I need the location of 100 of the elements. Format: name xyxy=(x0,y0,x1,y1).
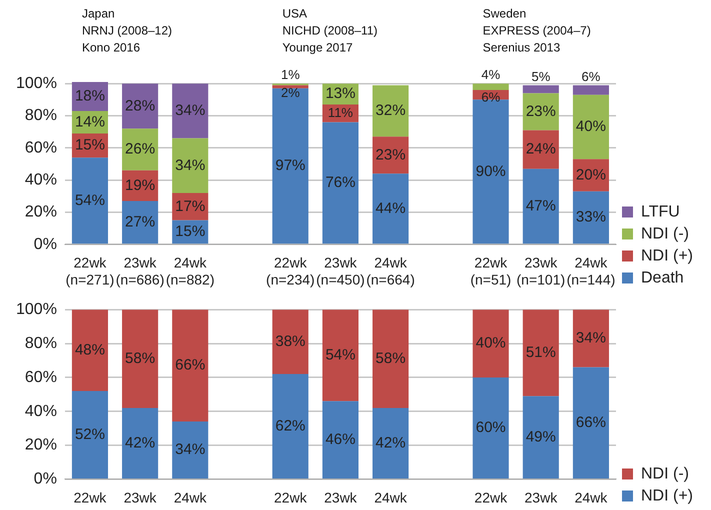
bar xyxy=(472,377,509,478)
data-label: 40% xyxy=(476,334,506,352)
data-label: 24% xyxy=(526,140,556,158)
data-label: 40% xyxy=(576,118,606,136)
x-tick-label: 24wk (n=882) xyxy=(166,254,214,288)
data-label: 46% xyxy=(325,430,356,448)
data-label: 33% xyxy=(576,208,606,226)
x-tick-label: 23wk (n=101) xyxy=(516,254,566,288)
bar xyxy=(172,310,208,422)
data-label: 15% xyxy=(175,223,206,240)
bar xyxy=(272,374,308,478)
data-label: 23% xyxy=(376,146,406,164)
data-label: 97% xyxy=(275,157,306,174)
legend-label: Death xyxy=(641,269,684,286)
bar xyxy=(522,130,559,169)
x-tick-label: 23wk xyxy=(124,489,158,506)
bar xyxy=(572,94,609,160)
y-tick-label: 40% xyxy=(24,171,57,188)
data-label: 51% xyxy=(526,344,556,361)
data-label: 26% xyxy=(125,140,156,158)
data-label: 20% xyxy=(576,166,606,184)
data-label: 47% xyxy=(526,197,556,214)
data-label: 4% xyxy=(481,67,501,82)
data-label: 2% xyxy=(280,84,300,100)
data-label: 15% xyxy=(74,136,105,154)
y-tick-label: 20% xyxy=(24,436,57,454)
bar xyxy=(572,85,609,95)
bar xyxy=(322,122,358,244)
bar xyxy=(122,128,158,170)
legend-label: NDI (+) xyxy=(641,247,693,264)
data-label: 34% xyxy=(175,441,206,458)
y-tick-label: 100% xyxy=(16,301,57,318)
data-label: 13% xyxy=(325,85,356,102)
data-label: 28% xyxy=(125,97,156,114)
x-tick-label: 22wk (n=51) xyxy=(470,254,512,288)
y-tick-label: 40% xyxy=(24,402,57,420)
y-tick-label: 0% xyxy=(34,236,57,253)
bar xyxy=(572,310,609,368)
x-tick-label: 24wk (n=144) xyxy=(566,254,616,288)
data-label: 54% xyxy=(74,192,105,209)
bar xyxy=(172,84,208,138)
data-label: 60% xyxy=(476,419,506,436)
bar xyxy=(372,85,409,137)
data-label: 11% xyxy=(328,104,354,120)
data-label: 58% xyxy=(376,350,406,367)
legend-label: NDI (-) xyxy=(641,225,689,242)
bar xyxy=(122,408,158,478)
bar xyxy=(172,138,208,193)
bar xyxy=(322,401,358,478)
bar xyxy=(72,391,108,478)
x-tick-label: 23wk xyxy=(324,489,358,506)
data-label: 66% xyxy=(576,414,606,431)
y-tick-label: 80% xyxy=(24,107,57,124)
data-label: 14% xyxy=(74,113,105,130)
y-tick-label: 60% xyxy=(24,368,57,386)
bar xyxy=(372,310,409,408)
data-label: 42% xyxy=(376,434,406,452)
data-label: 38% xyxy=(275,332,306,350)
data-label: 34% xyxy=(175,102,206,120)
data-label: 76% xyxy=(325,174,356,192)
x-tick-label: 24wk xyxy=(574,489,608,506)
bar xyxy=(72,310,108,392)
bar xyxy=(472,310,509,378)
x-tick-label: 23wk (n=686) xyxy=(116,254,164,288)
text: USA NICHD (2008–11) Younge 2017 xyxy=(282,6,378,54)
bar xyxy=(372,174,409,244)
bar xyxy=(122,84,158,129)
y-tick-label: 80% xyxy=(24,334,57,352)
data-label: 54% xyxy=(325,346,356,364)
bar xyxy=(322,310,358,402)
data-label: 18% xyxy=(74,88,105,105)
data-label: 23% xyxy=(526,102,556,120)
x-tick-label: 24wk xyxy=(174,489,208,506)
bar xyxy=(522,396,559,478)
bar xyxy=(72,158,108,244)
bar xyxy=(572,367,609,478)
data-label: 19% xyxy=(125,176,156,194)
bar xyxy=(122,200,158,244)
bar xyxy=(272,85,308,88)
data-label: 42% xyxy=(125,434,156,452)
data-label: 44% xyxy=(376,200,406,217)
data-label: 17% xyxy=(175,198,206,215)
bar xyxy=(472,84,509,90)
data-label: 48% xyxy=(74,341,105,358)
data-label: 5% xyxy=(531,68,551,84)
y-tick-label: 0% xyxy=(34,470,57,488)
bar xyxy=(372,408,409,478)
bar xyxy=(272,88,308,244)
x-tick-label: 22wk xyxy=(274,489,308,506)
x-tick-label: 22wk (n=234) xyxy=(266,254,315,288)
bar xyxy=(122,310,158,408)
x-tick-label: 22wk (n=271) xyxy=(66,254,114,288)
data-label: 58% xyxy=(125,350,156,367)
bar xyxy=(572,191,609,244)
y-tick-label: 20% xyxy=(24,204,57,221)
bar xyxy=(172,422,208,478)
x-tick-label: 23wk (n=450) xyxy=(316,254,365,288)
text: Sweden EXPRESS (2004–7) Serenius 2013 xyxy=(482,6,591,54)
bar xyxy=(272,310,308,374)
x-tick-label: 22wk xyxy=(474,489,508,506)
